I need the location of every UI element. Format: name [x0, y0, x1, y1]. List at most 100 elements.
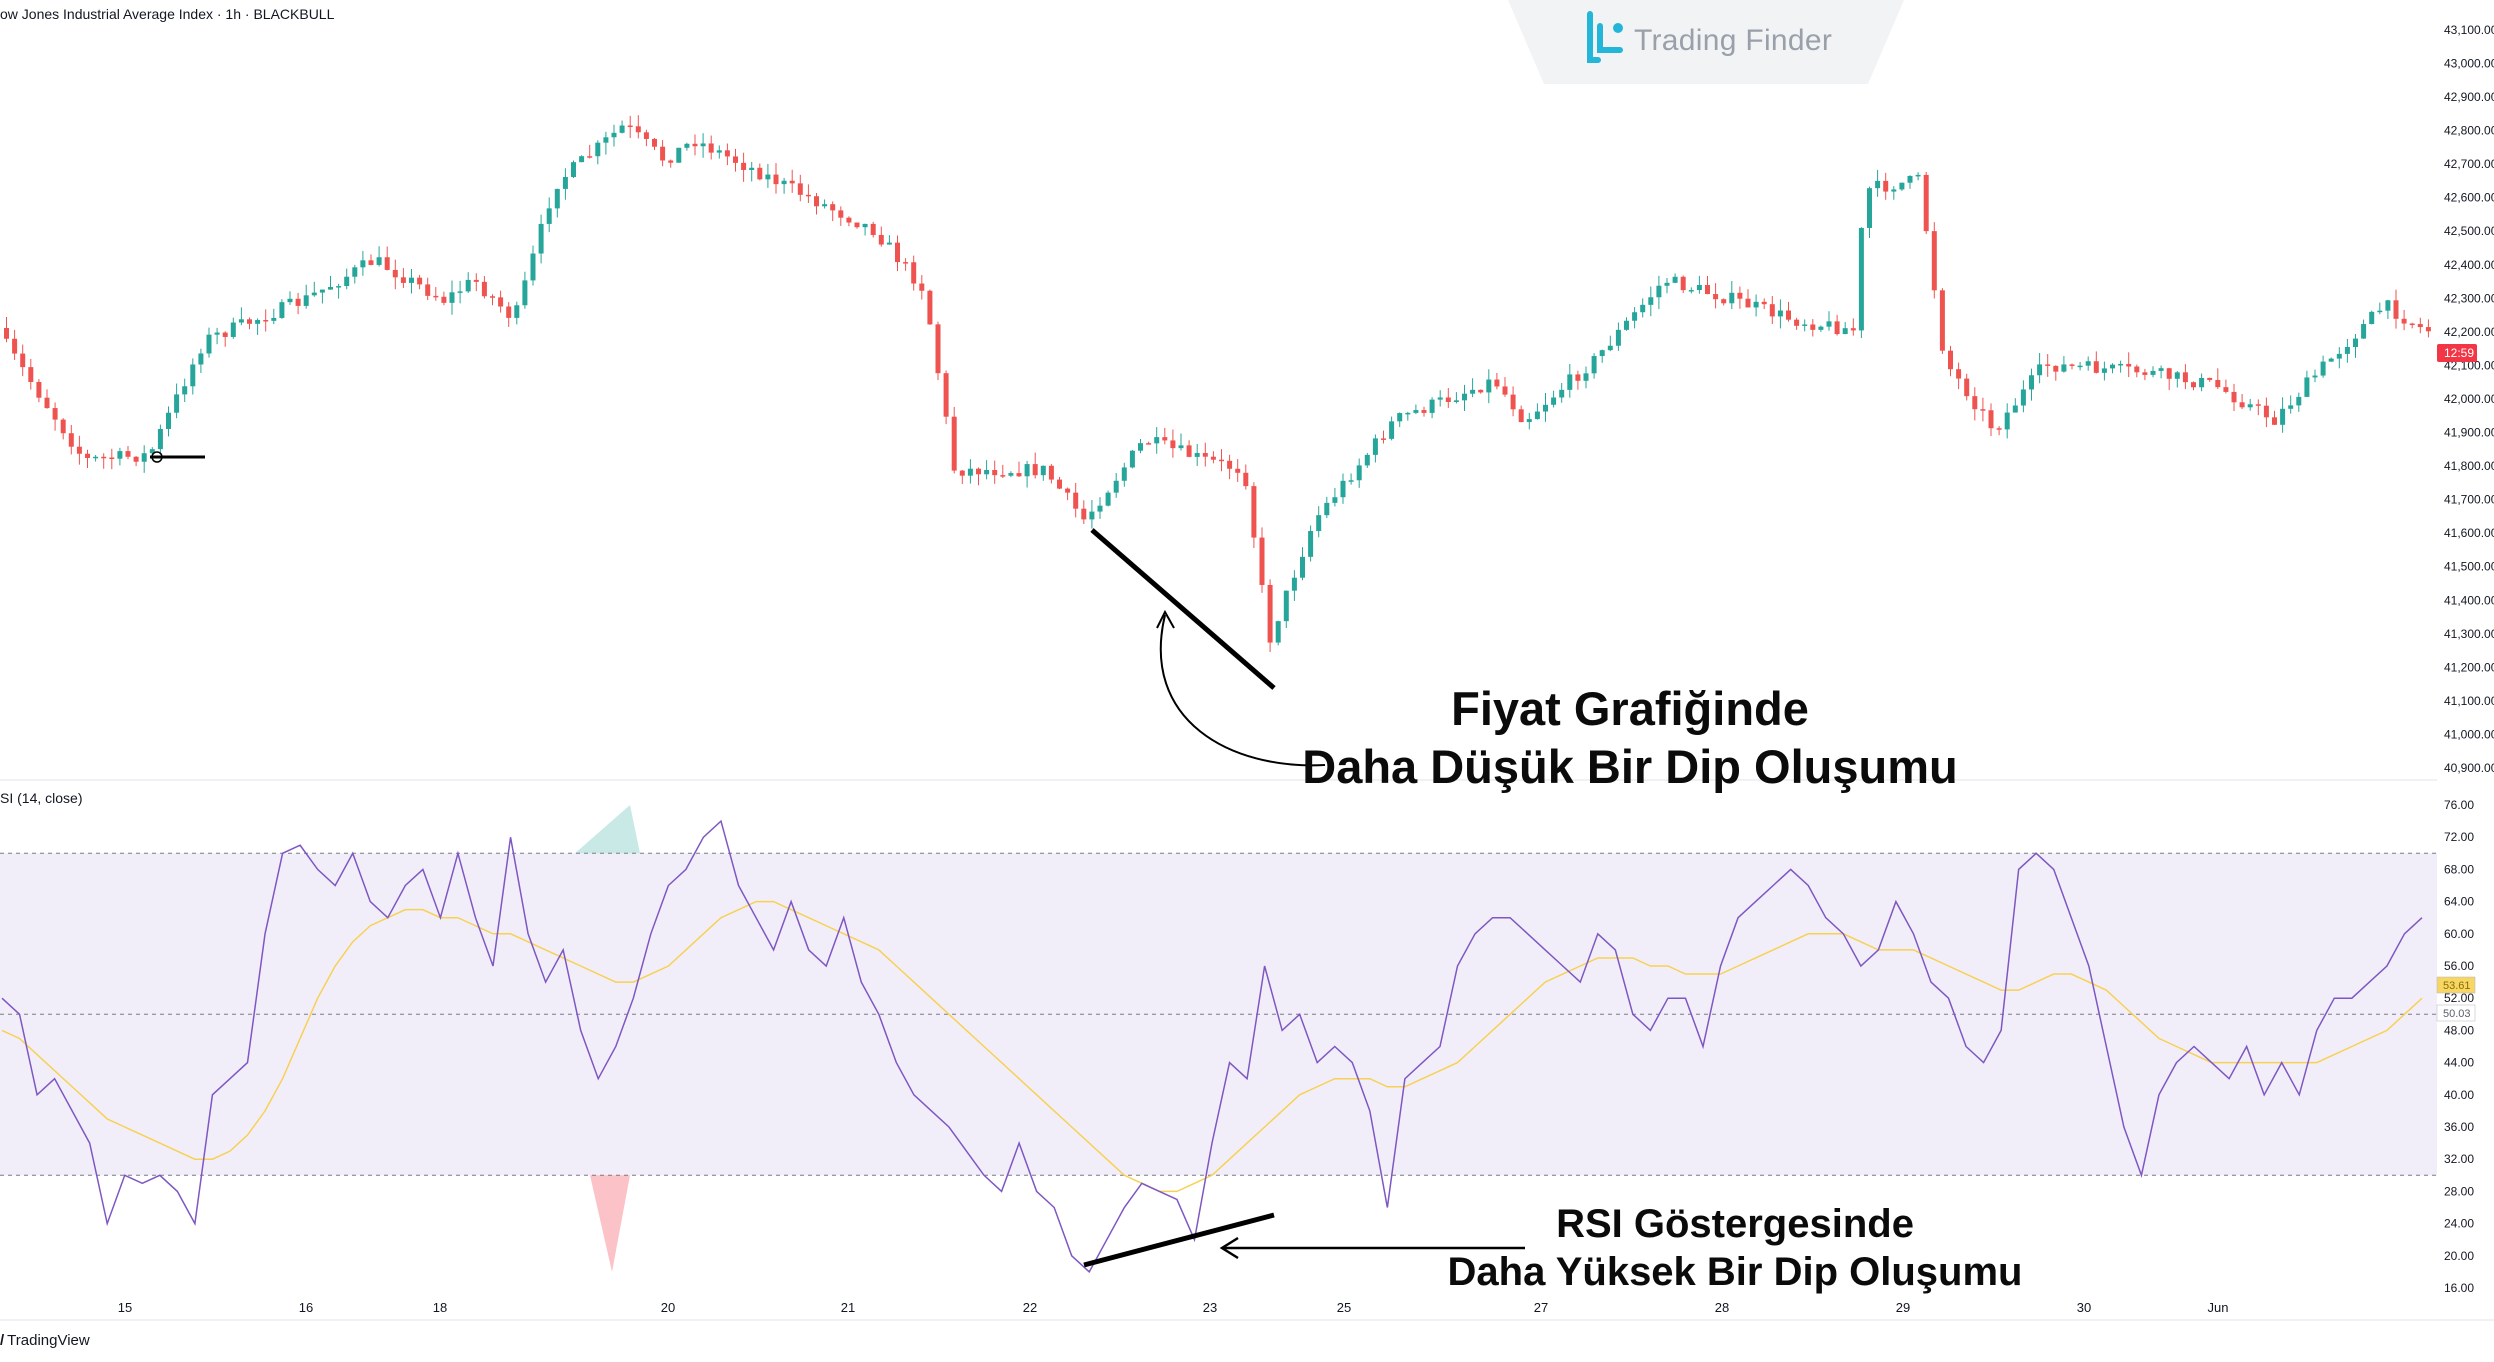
price-tick-label: 43,000.00 — [2444, 56, 2494, 70]
price-tick-label: 42,400.00 — [2444, 258, 2494, 272]
candle-body — [2207, 377, 2213, 380]
candle-body — [141, 453, 147, 462]
candle-body — [660, 146, 666, 161]
candle-body — [1624, 320, 1629, 330]
price-annotation: Fiyat Grafiğinde Daha Düşük Bir Dip Oluş… — [1230, 680, 2030, 796]
candle-body — [68, 433, 74, 447]
candle-body — [1607, 345, 1613, 351]
candle-body — [741, 162, 747, 170]
time-tick-label: 25 — [1337, 1300, 1351, 1315]
candle-body — [295, 298, 301, 306]
price-tick-label: 42,600.00 — [2444, 191, 2494, 205]
rsi-tick-label: 32.00 — [2444, 1152, 2474, 1166]
price-tick-label: 41,900.00 — [2444, 426, 2494, 440]
time-axis[interactable]: 15 16 18 20 21 22 23 25 27 28 29 30 Jun — [0, 1300, 2494, 1321]
candle-body — [52, 408, 58, 420]
candle-body — [2409, 323, 2415, 326]
candle-body — [1956, 369, 1962, 379]
candle-body — [749, 167, 755, 170]
rsi-indicator-title[interactable]: SI (14, close) — [0, 790, 83, 806]
time-tick-label: 20 — [661, 1300, 675, 1315]
price-pane[interactable] — [0, 115, 2437, 781]
rsi-annotation-arrowhead — [1219, 1236, 1239, 1260]
candle-body — [1672, 276, 1678, 283]
tradingview-footer[interactable]: / TradingView — [0, 1332, 90, 1349]
candle-body — [311, 292, 317, 296]
rsi-tick-label: 24.00 — [2444, 1217, 2474, 1231]
price-axis[interactable]: 40,900.00 41,000.00 41,100.00 41,200.00 41,3… — [2437, 23, 2494, 775]
candle-body — [2191, 382, 2196, 388]
candle-body — [36, 381, 42, 398]
candle-body — [1210, 456, 1216, 460]
price-tick-label: 41,600.00 — [2444, 526, 2494, 540]
candle-body — [822, 204, 828, 207]
candle-body — [1413, 410, 1419, 413]
candle-body — [2053, 365, 2059, 372]
candle-body — [1899, 182, 1905, 190]
candle-body — [1057, 479, 1062, 489]
candle-body — [1040, 465, 1046, 476]
candle-body — [1202, 453, 1208, 457]
candle-body — [789, 180, 795, 184]
candle-body — [2085, 361, 2091, 366]
candle-body — [1826, 321, 1832, 327]
candle-body — [522, 280, 528, 306]
candle-body — [2377, 310, 2383, 313]
candle-body — [328, 287, 333, 290]
time-tick-label: 16 — [299, 1300, 313, 1315]
candle-body — [878, 234, 884, 245]
candle-body — [2126, 363, 2132, 367]
candle-body — [4, 328, 9, 339]
candle-body — [2425, 327, 2431, 332]
candle-body — [1761, 301, 1767, 305]
candle-body — [1259, 537, 1265, 585]
rsi-axis[interactable]: 16.00 20.00 24.00 28.00 32.00 36.00 40.00 44.00… — [2436, 798, 2476, 1295]
candle-body — [28, 367, 34, 382]
candle-body — [1834, 321, 1840, 335]
candle-body — [417, 277, 423, 285]
candle-body — [562, 176, 568, 189]
candle-body — [538, 223, 544, 254]
candle-body — [1089, 511, 1095, 520]
candle-body — [506, 306, 512, 318]
candle-body — [198, 353, 204, 365]
candle-body — [2069, 364, 2075, 366]
candle-body — [1113, 480, 1119, 493]
candle-body — [1907, 175, 1913, 183]
candle-body — [2361, 324, 2367, 339]
candle-body — [619, 125, 625, 133]
candle-body — [76, 446, 82, 454]
candle-body — [109, 457, 115, 460]
rsi-tick-label: 76.00 — [2444, 798, 2474, 812]
candle-body — [1478, 389, 1484, 393]
candle-body — [222, 332, 228, 337]
candle-body — [846, 217, 852, 223]
candle-body — [700, 143, 706, 147]
candle-body — [1227, 460, 1233, 469]
candle-body — [1802, 324, 1808, 326]
candle-body — [238, 319, 244, 323]
candle-body — [392, 269, 398, 278]
candle-body — [60, 419, 66, 434]
price-tick-label: 40,900.00 — [2444, 761, 2494, 775]
candle-body — [911, 262, 917, 284]
candle-body — [1437, 397, 1443, 400]
rsi-pane[interactable] — [0, 805, 2437, 1274]
rsi-annotation-line1: RSI Göstergesinde — [1556, 1202, 1914, 1246]
candle-body — [409, 277, 414, 283]
symbol-title[interactable]: ow Jones Industrial Average Index · 1h ·… — [0, 6, 335, 22]
rsi-tick-label: 28.00 — [2444, 1184, 2474, 1198]
candle-body — [1931, 231, 1937, 291]
candle-body — [352, 267, 358, 277]
candle-body — [903, 262, 909, 264]
price-tick-label: 41,500.00 — [2444, 560, 2494, 574]
candle-body — [1356, 465, 1362, 481]
time-tick-label: 15 — [118, 1300, 132, 1315]
candle-body — [2369, 311, 2375, 325]
candle-body — [1729, 292, 1735, 304]
candle-body — [1858, 227, 1864, 331]
candle-body — [1219, 459, 1224, 462]
candle-body — [1283, 590, 1289, 622]
price-tick-label: 41,100.00 — [2444, 694, 2494, 708]
